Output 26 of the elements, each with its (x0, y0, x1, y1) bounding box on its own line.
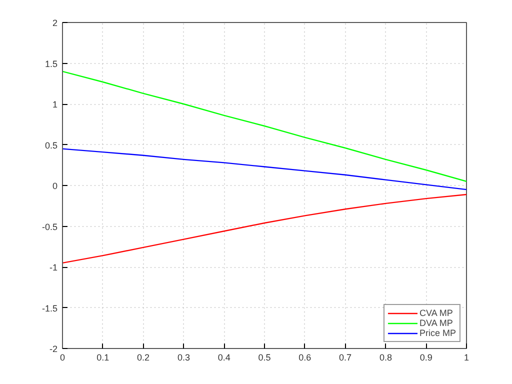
x-tick-label: 0.7 (339, 352, 352, 362)
y-tick-label: 1.5 (44, 58, 58, 69)
y-tick-label: -0.5 (42, 222, 58, 232)
y-tick-label: 1 (52, 100, 58, 110)
x-tick-label: 0.3 (177, 352, 190, 362)
x-tick-label: 0.9 (420, 352, 432, 362)
y-tick-label: -1 (50, 262, 58, 272)
x-tick-label: 0.8 (379, 352, 392, 362)
y-tick-label: -2 (50, 344, 58, 354)
y-tick-label: -1.5 (42, 303, 58, 314)
x-tick-label: 0.4 (218, 352, 230, 362)
x-tick-label: 0.5 (258, 352, 271, 362)
line-series (62, 194, 466, 264)
x-tick-label: 0 (60, 352, 66, 362)
x-tick-label: 0.1 (96, 352, 110, 362)
legend-label: Price MP (419, 328, 456, 338)
legend-label: DVA MP (419, 318, 453, 328)
y-tick-label: 0 (52, 181, 58, 191)
x-tick-label: 0.2 (137, 352, 150, 362)
x-tick-label: 1 (464, 352, 470, 362)
legend-label: CVA MP (419, 308, 453, 318)
x-tick-label: 0.6 (298, 352, 312, 362)
y-tick-label: 0.5 (44, 140, 58, 150)
line-series (62, 148, 466, 190)
y-tick-label: 2 (52, 18, 58, 28)
line-series (62, 70, 466, 182)
